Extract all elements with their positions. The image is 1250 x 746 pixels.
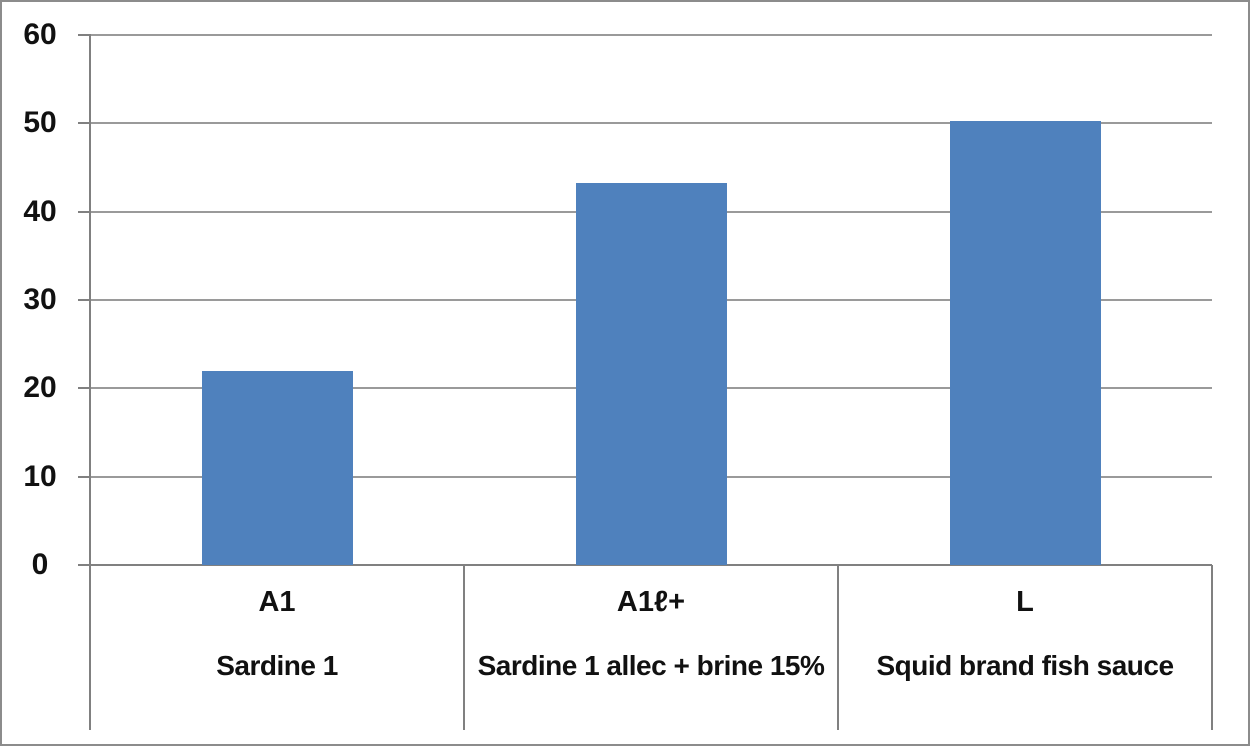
y-axis-tick-label: 40: [23, 194, 57, 228]
y-axis-tick: [78, 475, 90, 478]
y-axis-tick: [78, 122, 90, 125]
category-code-label: A1: [258, 586, 296, 618]
category-name-label: Sardine 1 allec + brine 15%: [477, 650, 825, 681]
bar: [201, 370, 353, 565]
y-axis-tick: [78, 299, 90, 301]
y-axis-tick-label: 10: [23, 459, 57, 493]
category-name-label: Sardine 1: [216, 650, 338, 681]
category-code-label: L: [1016, 586, 1034, 618]
bar: [949, 120, 1101, 565]
y-axis-tick-label: 30: [23, 283, 57, 316]
y-axis-tick: [78, 387, 90, 390]
y-axis-tick-label: 60: [23, 18, 57, 51]
category-code-label: A1ℓ+: [616, 586, 686, 618]
category-name-label: Squid brand fish sauce: [876, 650, 1174, 681]
y-axis-tick: [78, 34, 90, 36]
gridline: [90, 122, 1212, 125]
x-axis-line: [78, 564, 1212, 566]
y-axis-tick-label: 0: [31, 548, 49, 581]
bar: [575, 182, 727, 565]
y-axis-tick: [78, 210, 90, 213]
gridline: [90, 34, 1212, 36]
category-separator: [1211, 565, 1213, 730]
y-axis-tick-label: 20: [23, 371, 57, 405]
category-separator: [463, 565, 465, 730]
y-axis-line: [89, 34, 91, 730]
category-separator: [837, 565, 839, 730]
y-axis-tick-label: 50: [23, 106, 57, 140]
